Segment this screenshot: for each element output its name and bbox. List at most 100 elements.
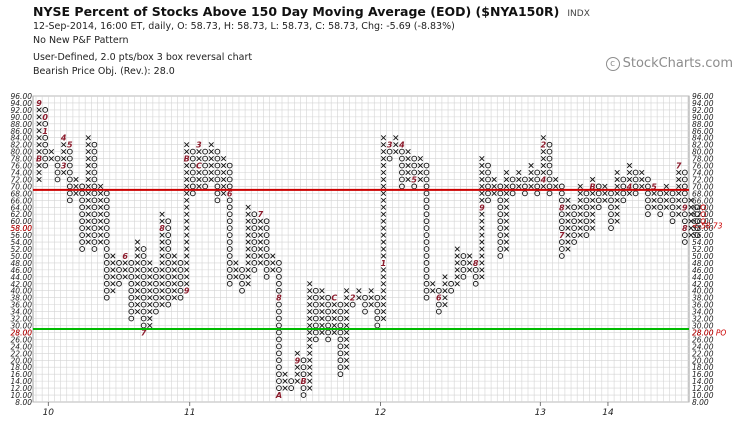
o-mark: [534, 176, 541, 183]
o-mark: [153, 267, 159, 273]
o-mark: [534, 183, 541, 190]
x-mark: [307, 371, 313, 377]
x-mark: [651, 197, 657, 203]
x-mark: [257, 260, 264, 266]
o-mark: [337, 336, 344, 343]
x-mark: [208, 142, 214, 148]
x-mark: [134, 239, 141, 245]
x-mark: [97, 225, 104, 231]
x-mark: [184, 169, 190, 176]
o-mark: [177, 287, 184, 294]
o-mark: [189, 190, 196, 197]
o-mark: [140, 308, 147, 315]
o-mark: [558, 225, 565, 231]
x-mark: [380, 218, 387, 224]
o-mark: [276, 364, 282, 371]
y-tick-label-right: 12.00: [692, 384, 714, 393]
o-mark: [374, 301, 381, 308]
x-mark: [479, 197, 485, 203]
x-mark: [479, 218, 485, 224]
o-mark: [226, 197, 233, 204]
o-mark: [558, 246, 565, 252]
x-mark: [85, 162, 91, 169]
x-mark: [331, 302, 337, 308]
x-mark: [380, 246, 387, 252]
x-mark: [134, 246, 141, 252]
month-marker: 7: [258, 210, 264, 219]
o-mark: [202, 155, 208, 162]
o-mark: [325, 308, 331, 315]
o-mark: [276, 273, 282, 280]
o-mark: [226, 246, 233, 252]
x-mark: [159, 232, 165, 238]
x-mark: [626, 162, 633, 169]
month-marker: 7: [141, 328, 147, 337]
o-mark: [116, 260, 122, 266]
x-mark: [307, 329, 313, 336]
o-mark: [497, 225, 504, 231]
month-marker: B: [300, 377, 306, 386]
o-mark: [288, 378, 295, 384]
o-mark: [214, 176, 221, 183]
o-mark: [91, 246, 98, 252]
o-mark: [128, 280, 135, 287]
x-mark: [184, 281, 190, 287]
o-mark: [312, 294, 319, 301]
o-mark: [300, 385, 307, 391]
o-mark: [140, 246, 147, 252]
o-mark: [423, 162, 430, 169]
o-mark: [165, 218, 172, 225]
x-mark: [503, 204, 510, 210]
x-mark: [614, 169, 620, 176]
x-mark: [380, 197, 387, 203]
y-tick-label-right: 66.00: [692, 196, 714, 205]
o-mark: [165, 273, 172, 280]
x-mark: [134, 295, 141, 301]
x-mark: [245, 211, 251, 217]
x-mark: [184, 149, 190, 155]
o-mark: [276, 350, 282, 357]
x-mark: [208, 169, 214, 176]
x-mark: [307, 378, 313, 384]
x-mark: [282, 378, 288, 384]
x-mark: [319, 295, 325, 301]
x-mark: [368, 295, 374, 301]
x-mark: [688, 225, 694, 231]
y-tick-label-left: 92.00: [11, 106, 33, 115]
o-mark: [214, 169, 221, 176]
y-tick-label-left: 72.00: [11, 175, 33, 184]
o-mark: [399, 176, 405, 183]
y-tick-label-left: 38.00: [11, 294, 33, 303]
o-mark: [558, 218, 565, 225]
x-mark: [307, 336, 313, 343]
x-mark: [503, 197, 510, 203]
y-tick-label-right: 14.00: [692, 377, 714, 386]
o-mark: [399, 148, 405, 155]
o-mark: [189, 169, 196, 176]
x-mark: [257, 239, 264, 245]
o-mark: [448, 287, 454, 294]
x-mark: [85, 218, 91, 224]
x-mark: [577, 204, 583, 210]
o-mark: [177, 267, 184, 273]
o-mark: [522, 183, 528, 190]
x-mark: [36, 121, 42, 127]
x-mark: [270, 267, 276, 273]
x-mark: [540, 155, 546, 162]
x-mark: [479, 246, 485, 252]
x-mark: [614, 190, 620, 196]
x-mark: [380, 169, 387, 176]
x-mark: [171, 253, 177, 259]
x-mark: [73, 176, 79, 183]
x-mark: [134, 274, 141, 280]
o-mark: [522, 176, 528, 183]
o-mark: [595, 190, 602, 197]
o-mark: [239, 273, 245, 280]
o-mark: [300, 364, 307, 371]
x-mark: [442, 302, 448, 308]
x-mark: [171, 295, 177, 301]
month-marker: 3: [61, 162, 67, 171]
y-tick-label-right: 58.00: [692, 224, 714, 233]
x-mark: [614, 176, 620, 183]
o-mark: [66, 183, 73, 190]
